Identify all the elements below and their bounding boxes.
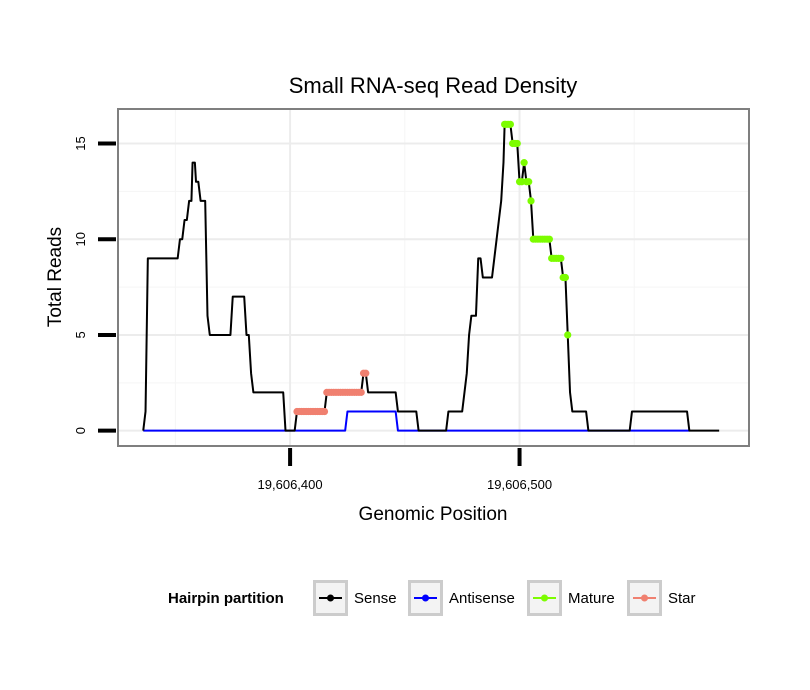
- chart-title: Small RNA-seq Read Density: [289, 73, 578, 98]
- legend-entry-mature: Mature: [527, 580, 615, 616]
- y-tick-label: 15: [73, 136, 88, 150]
- legend-label: Antisense: [449, 590, 515, 607]
- legend-key-point: [327, 594, 334, 602]
- legend-key-point: [541, 594, 548, 602]
- y-tick-label: 5: [73, 331, 88, 338]
- legend: Hairpin partition Sense Antisense Mature Sta…: [168, 580, 696, 616]
- data-point-star: [362, 369, 370, 377]
- y-axis-label: Total Reads: [45, 227, 66, 327]
- legend-entry-antisense: Antisense: [408, 580, 515, 616]
- data-point-star: [357, 388, 365, 396]
- data-point-mature: [520, 159, 528, 167]
- axes: 0 5 10 15 19,606,400 19,606,500: [73, 136, 552, 492]
- data-point-mature: [564, 331, 572, 339]
- legend-entry-sense: Sense: [313, 580, 397, 616]
- data-point-mature: [506, 120, 514, 128]
- x-tick-label: 19,606,400: [258, 477, 323, 492]
- data-point-mature: [525, 178, 533, 186]
- grid: [118, 109, 750, 446]
- y-tick-label: 10: [73, 232, 88, 246]
- legend-key-point: [422, 594, 429, 602]
- y-tick-label: 0: [73, 427, 88, 434]
- data-point-mature: [545, 235, 553, 243]
- x-axis-label: Genomic Position: [359, 504, 508, 525]
- legend-title: Hairpin partition: [168, 590, 284, 607]
- series-line-sense: [142, 123, 720, 432]
- data-point-mature: [557, 254, 565, 262]
- legend-entry-star: Star: [627, 580, 696, 616]
- legend-label: Sense: [354, 590, 397, 607]
- data-point-mature: [513, 139, 521, 148]
- data-point-mature: [561, 273, 570, 282]
- plot-panel-border: [117, 108, 750, 447]
- legend-key-point: [641, 594, 648, 602]
- series-layer: [142, 120, 720, 432]
- legend-label: Star: [668, 590, 696, 607]
- data-point-mature: [527, 197, 535, 205]
- x-tick-label: 19,606,500: [487, 477, 552, 492]
- legend-label: Mature: [568, 590, 615, 607]
- data-point-star: [320, 407, 329, 416]
